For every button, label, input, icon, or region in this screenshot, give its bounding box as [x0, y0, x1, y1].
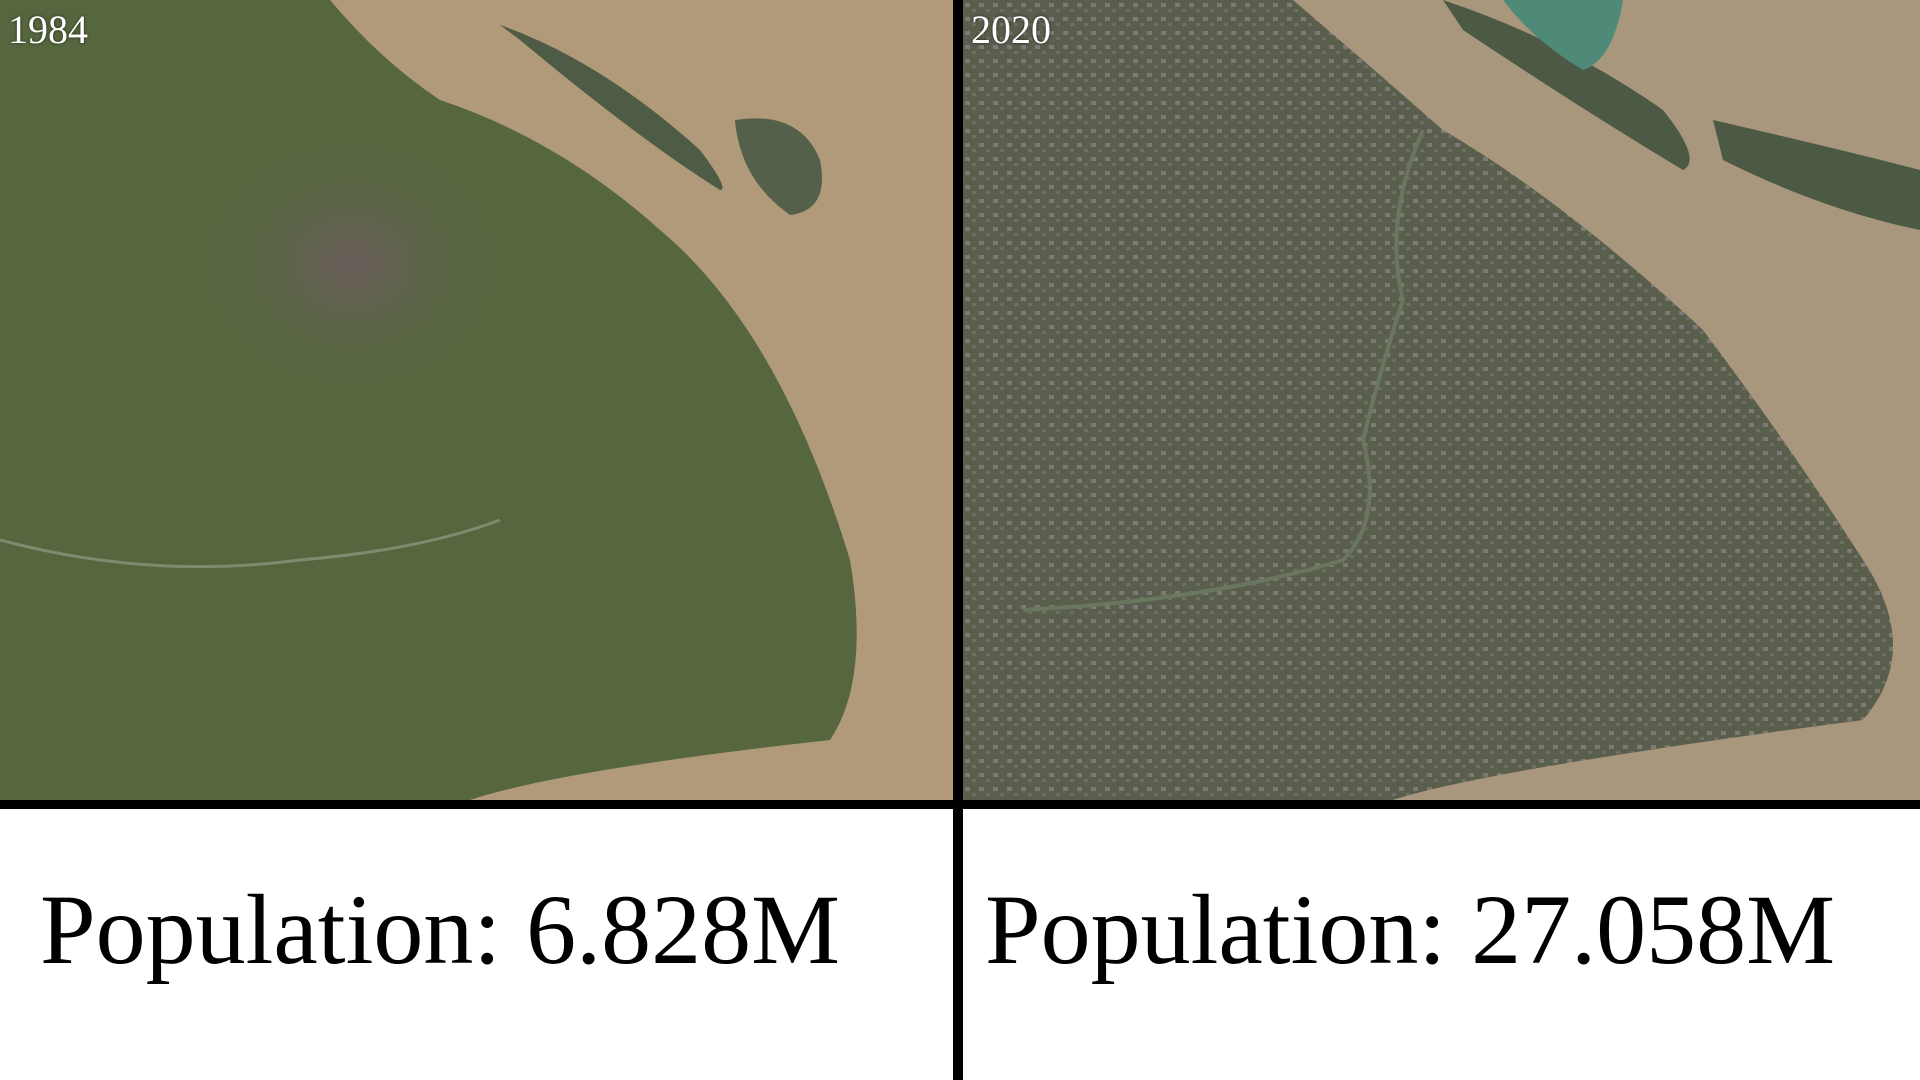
vertical-divider	[953, 0, 963, 1080]
satellite-image-1984: 1984	[0, 0, 953, 800]
year-label: 1984	[8, 7, 88, 52]
satellite-image-2020: 2020	[963, 0, 1920, 800]
year-label: 2020	[971, 7, 1051, 52]
map-1984	[0, 0, 953, 800]
map-2020	[963, 0, 1920, 800]
population-caption-2020: Population: 27.058M	[985, 874, 1836, 985]
population-caption-1984: Population: 6.828M	[40, 874, 841, 985]
